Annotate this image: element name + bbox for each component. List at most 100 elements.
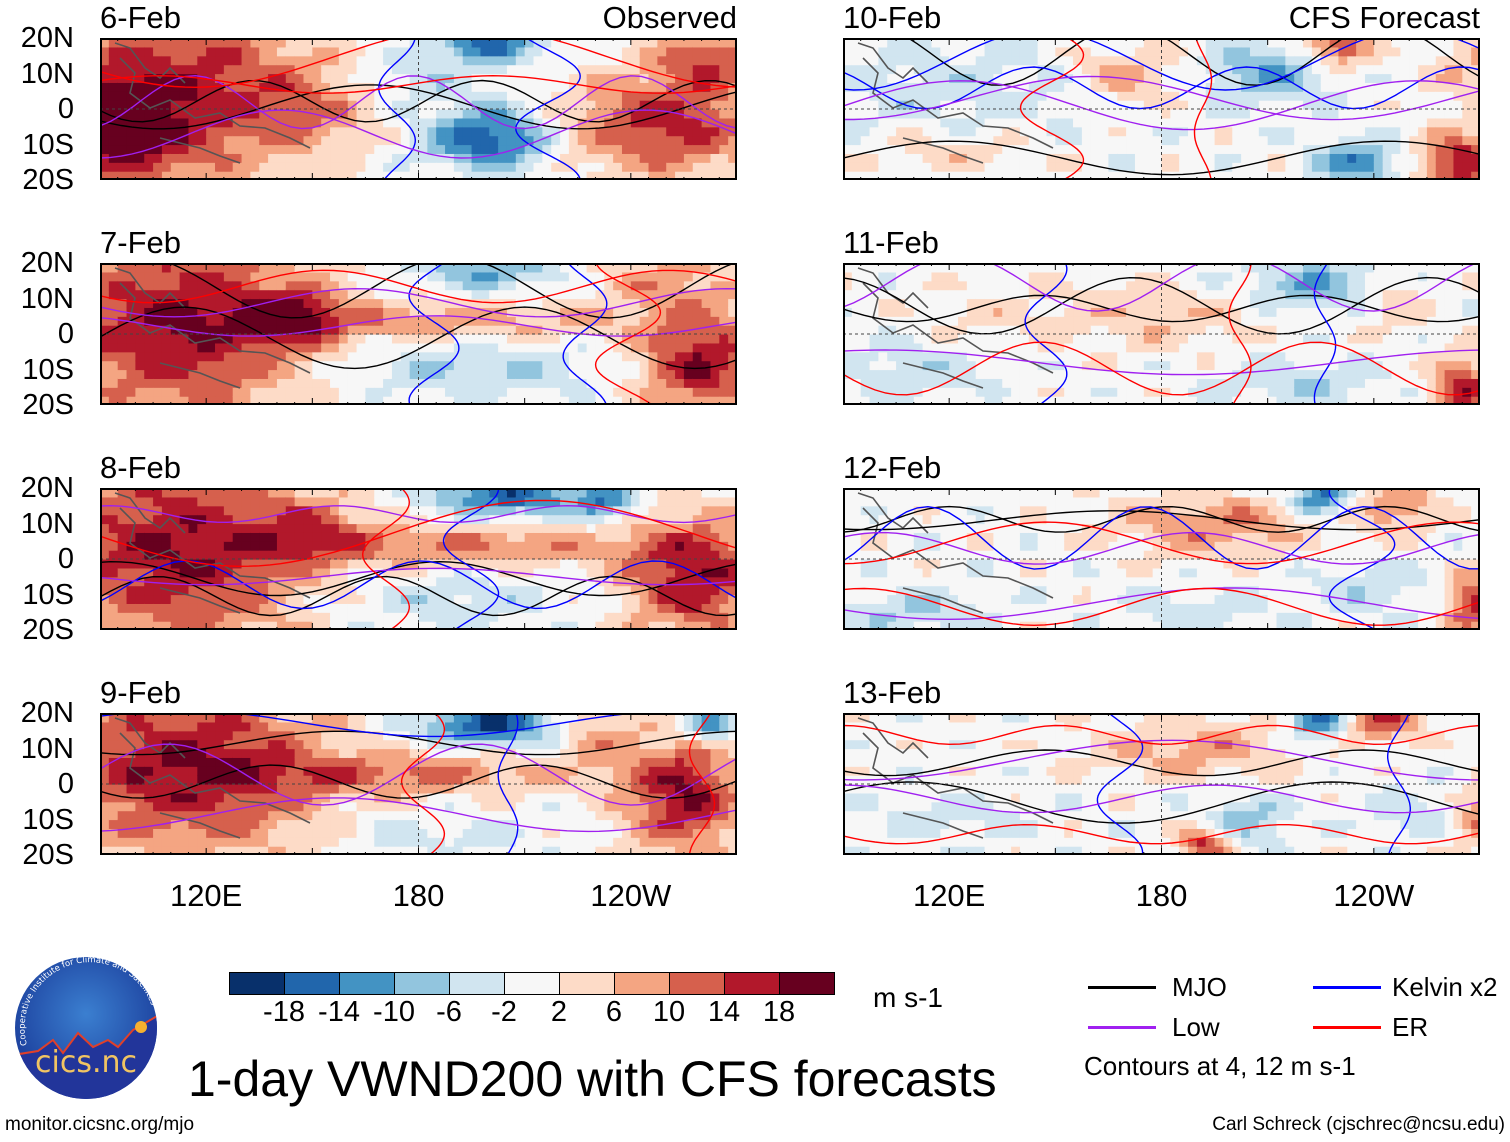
field-cell bbox=[312, 369, 322, 379]
field-cell bbox=[161, 334, 172, 344]
field-cell bbox=[630, 144, 641, 154]
field-cell bbox=[427, 713, 437, 723]
field-cell bbox=[701, 396, 712, 405]
field-cell bbox=[692, 496, 703, 507]
field-cell bbox=[701, 585, 712, 596]
field-cell bbox=[533, 162, 543, 172]
field-cell bbox=[480, 369, 490, 379]
field-cell bbox=[356, 792, 367, 803]
field-cell bbox=[692, 819, 703, 829]
field-cell bbox=[471, 351, 482, 362]
field-cell bbox=[365, 532, 375, 542]
field-cell bbox=[276, 378, 287, 388]
field-cell bbox=[639, 801, 650, 812]
field-cell bbox=[445, 550, 455, 560]
field-cell bbox=[400, 109, 411, 119]
field-cell bbox=[568, 775, 579, 785]
field-cell bbox=[639, 263, 650, 273]
field-cell bbox=[445, 117, 455, 128]
field-cell bbox=[276, 757, 287, 767]
field-cell bbox=[648, 846, 658, 855]
field-cell bbox=[188, 505, 198, 516]
field-cell bbox=[100, 55, 110, 66]
field-cell bbox=[692, 298, 703, 308]
field-cell bbox=[595, 523, 605, 533]
field-cell bbox=[347, 594, 358, 604]
field-cell bbox=[179, 514, 190, 525]
field-cell bbox=[215, 91, 225, 101]
field-cell bbox=[303, 38, 313, 48]
field-cell bbox=[595, 316, 605, 326]
field-cell bbox=[321, 739, 331, 750]
field-cell bbox=[524, 837, 535, 847]
field-cell bbox=[170, 846, 181, 855]
field-cell bbox=[524, 82, 535, 92]
field-cell bbox=[489, 488, 499, 498]
field-cell bbox=[498, 550, 508, 560]
field-cell bbox=[259, 263, 269, 273]
field-cell bbox=[639, 38, 650, 48]
field-cell bbox=[276, 289, 287, 300]
field-cell bbox=[188, 488, 198, 498]
field-cell bbox=[347, 280, 358, 291]
field-cell bbox=[498, 387, 508, 397]
field-cell bbox=[683, 766, 694, 776]
field-cell bbox=[586, 784, 597, 794]
field-cell bbox=[126, 38, 136, 48]
field-cell bbox=[648, 784, 658, 794]
field-cell bbox=[480, 488, 490, 498]
field-cell bbox=[613, 171, 623, 180]
field-cell bbox=[445, 126, 455, 137]
field-cell bbox=[356, 612, 367, 622]
field-cell bbox=[126, 360, 136, 371]
field-cell bbox=[100, 325, 110, 335]
field-cell bbox=[427, 594, 437, 604]
field-cell bbox=[197, 263, 207, 273]
field-cell bbox=[259, 585, 269, 596]
field-cell bbox=[338, 721, 349, 732]
field-cell bbox=[480, 505, 490, 516]
field-cell bbox=[666, 387, 676, 397]
field-cell bbox=[330, 828, 340, 838]
field-cell bbox=[391, 585, 402, 596]
map-panel-6-Feb: 6-Feb Observed 20N 10N 0 10S 20S bbox=[21, 0, 737, 195]
field-cell bbox=[427, 387, 437, 397]
field-cell bbox=[604, 721, 614, 732]
field-cell bbox=[108, 514, 119, 525]
field-cell bbox=[604, 757, 614, 767]
field-cell bbox=[445, 82, 455, 92]
field-cell bbox=[144, 721, 154, 732]
field-cell bbox=[153, 378, 163, 388]
field-cell bbox=[268, 514, 278, 525]
field-cell bbox=[276, 100, 287, 110]
field-cell bbox=[462, 828, 473, 838]
field-cell bbox=[586, 828, 597, 838]
field-cell bbox=[285, 792, 296, 803]
field-cell bbox=[568, 289, 579, 300]
field-cell bbox=[843, 109, 853, 119]
field-cell bbox=[276, 748, 287, 758]
field-cell bbox=[621, 532, 632, 542]
field-cell bbox=[719, 73, 729, 83]
field-cell bbox=[356, 298, 367, 308]
field-cell bbox=[453, 100, 464, 110]
lat-label: 10N bbox=[20, 732, 74, 765]
field-cell bbox=[621, 496, 632, 507]
field-cell bbox=[223, 819, 234, 829]
field-cell bbox=[356, 559, 367, 569]
field-cell bbox=[400, 505, 411, 516]
field-cell bbox=[471, 271, 482, 282]
field-cell bbox=[436, 532, 446, 542]
field-cell bbox=[356, 766, 367, 776]
field-cell bbox=[701, 559, 712, 569]
field-cell bbox=[135, 496, 145, 507]
field-cell bbox=[453, 713, 464, 723]
field-cell bbox=[206, 594, 216, 604]
field-cell bbox=[533, 505, 543, 516]
field-cell bbox=[542, 784, 552, 794]
field-cell bbox=[338, 846, 349, 855]
field-cell bbox=[259, 713, 269, 723]
field-cell bbox=[710, 585, 720, 596]
field-cell bbox=[100, 576, 110, 587]
field-cell bbox=[701, 541, 712, 551]
